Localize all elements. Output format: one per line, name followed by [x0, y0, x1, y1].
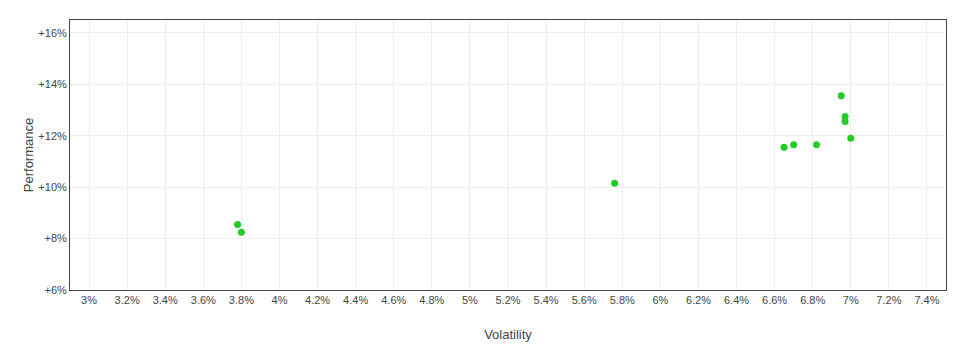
svg-text:Volatility: Volatility: [484, 327, 532, 342]
svg-text:3.8%: 3.8%: [229, 294, 254, 306]
svg-text:+10%: +10%: [38, 181, 67, 193]
svg-text:3.4%: 3.4%: [153, 294, 178, 306]
svg-text:7%: 7%: [843, 294, 859, 306]
svg-text:3.6%: 3.6%: [191, 294, 216, 306]
svg-text:5.8%: 5.8%: [610, 294, 635, 306]
svg-text:3.2%: 3.2%: [115, 294, 140, 306]
svg-text:4.4%: 4.4%: [343, 294, 368, 306]
svg-text:4.2%: 4.2%: [305, 294, 330, 306]
svg-text:4.8%: 4.8%: [419, 294, 444, 306]
svg-text:5%: 5%: [462, 294, 478, 306]
svg-text:5.2%: 5.2%: [495, 294, 520, 306]
svg-text:+14%: +14%: [38, 78, 67, 90]
svg-text:+6%: +6%: [44, 284, 67, 296]
svg-text:7.2%: 7.2%: [876, 294, 901, 306]
svg-text:6.2%: 6.2%: [686, 294, 711, 306]
svg-text:4%: 4%: [272, 294, 288, 306]
svg-text:5.4%: 5.4%: [534, 294, 559, 306]
svg-text:5.6%: 5.6%: [572, 294, 597, 306]
svg-text:3%: 3%: [81, 294, 97, 306]
svg-text:+12%: +12%: [38, 130, 67, 142]
svg-text:4.6%: 4.6%: [381, 294, 406, 306]
svg-text:6.8%: 6.8%: [800, 294, 825, 306]
svg-text:6.6%: 6.6%: [762, 294, 787, 306]
svg-text:+8%: +8%: [44, 232, 67, 244]
svg-text:Performance: Performance: [21, 118, 36, 192]
svg-text:7.4%: 7.4%: [914, 294, 939, 306]
svg-text:+16%: +16%: [38, 27, 67, 39]
svg-text:6%: 6%: [652, 294, 668, 306]
svg-text:6.4%: 6.4%: [724, 294, 749, 306]
